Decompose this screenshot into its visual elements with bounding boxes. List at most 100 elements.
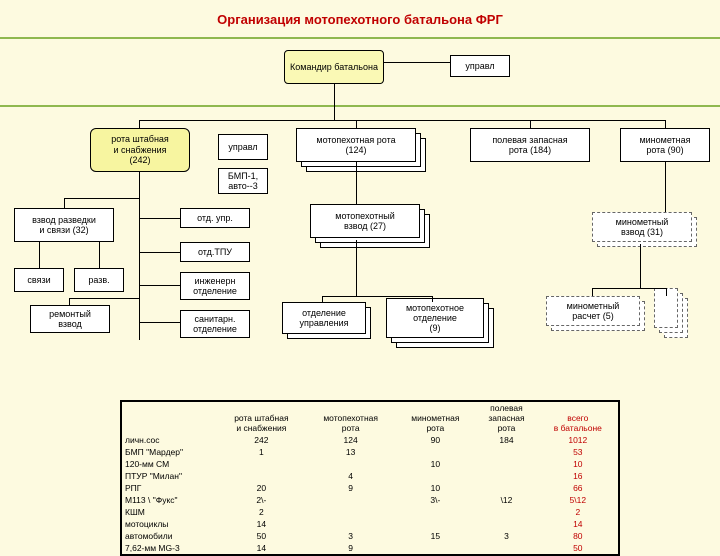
- table-cell: [475, 470, 537, 482]
- connector-27: [666, 288, 667, 296]
- table-cell: 2: [217, 506, 306, 518]
- table-row: 120-мм СМ1010: [121, 458, 619, 470]
- connector-7: [139, 172, 140, 340]
- table-cell: 2\-: [217, 494, 306, 506]
- table-cell: РПГ: [121, 482, 217, 494]
- table-cell: [306, 494, 395, 506]
- table-cell: [395, 470, 475, 482]
- connector-25: [592, 288, 666, 289]
- table-cell: 13: [306, 446, 395, 458]
- table-cell: [475, 506, 537, 518]
- connector-13: [64, 198, 65, 208]
- table-cell: 14: [217, 518, 306, 530]
- connector-20: [322, 296, 432, 297]
- connector-5: [665, 120, 666, 128]
- table-cell: БМП "Мардер": [121, 446, 217, 458]
- table-cell: 10: [395, 482, 475, 494]
- connector-0: [334, 84, 335, 120]
- table-cell: 1: [217, 446, 306, 458]
- table-cell: [395, 446, 475, 458]
- connector-11: [139, 322, 180, 323]
- node-mp_otd: мотопехотное отделение (9): [386, 298, 484, 338]
- table-cell: [475, 482, 537, 494]
- node-otd_contr: отделение управления: [282, 302, 366, 334]
- node-eng: инженерн отделение: [180, 272, 250, 300]
- table-cell: 4: [306, 470, 395, 482]
- table-cell: 242: [217, 434, 306, 446]
- table-cell: ПТУР "Милан": [121, 470, 217, 482]
- table-cell: [217, 458, 306, 470]
- table-cell: 50: [538, 542, 619, 555]
- table-row: КШМ22: [121, 506, 619, 518]
- table-cell: 14: [217, 542, 306, 555]
- table-cell: [306, 506, 395, 518]
- node-mortar_rota: минометная рота (90): [620, 128, 710, 162]
- table-cell: 90: [395, 434, 475, 446]
- table-cell: [306, 518, 395, 530]
- connector-10: [139, 285, 180, 286]
- node-san: санитарн. отделение: [180, 310, 250, 338]
- table-cell: [395, 518, 475, 530]
- table-cell: 50: [217, 530, 306, 542]
- divider-top: [0, 37, 720, 39]
- table-header: [121, 401, 217, 434]
- connector-16: [69, 298, 139, 299]
- table-row: ПТУР "Милан" 4 16: [121, 470, 619, 482]
- connector-14: [39, 242, 40, 268]
- table-row: мотоциклы1414: [121, 518, 619, 530]
- equipment-table: рота штабная и снабжениямотопехотная рот…: [120, 400, 620, 556]
- table-cell: [395, 506, 475, 518]
- table-row: личн.сос242124901841012: [121, 434, 619, 446]
- table-cell: \12: [475, 494, 537, 506]
- table-cell: КШМ: [121, 506, 217, 518]
- node-razv: разв.: [74, 268, 124, 292]
- table-cell: 2: [538, 506, 619, 518]
- table-cell: 53: [538, 446, 619, 458]
- table-header: рота штабная и снабжения: [217, 401, 306, 434]
- connector-23: [665, 162, 666, 212]
- node-otd_upr: отд. упр.: [180, 208, 250, 228]
- connector-18: [356, 162, 357, 204]
- table-cell: [395, 542, 475, 555]
- table-cell: автомобили: [121, 530, 217, 542]
- table-cell: 20: [217, 482, 306, 494]
- table-header: всего в батальоне: [538, 401, 619, 434]
- table-header: полевая запасная рота: [475, 401, 537, 434]
- table-row: 7,62-мм МG-314950: [121, 542, 619, 555]
- table-cell: [475, 518, 537, 530]
- node-svyazi: связи: [14, 268, 64, 292]
- node-mp_rota: мотопехотная рота (124): [296, 128, 416, 162]
- connector-6: [384, 62, 450, 63]
- node-rem: ремонтый взвод: [30, 305, 110, 333]
- table-cell: 16: [538, 470, 619, 482]
- node-mort_rasch: минометный расчет (5): [546, 296, 640, 326]
- node-upravl_top: управл: [450, 55, 510, 77]
- table-row: автомобили50315380: [121, 530, 619, 542]
- node-commander: Командир батальона: [284, 50, 384, 84]
- table-cell: [306, 458, 395, 470]
- connector-12: [64, 198, 139, 199]
- table-cell: 80: [538, 530, 619, 542]
- table-cell: [475, 542, 537, 555]
- node-otd_tpu: отд.ТПУ: [180, 242, 250, 262]
- table-cell: личн.сос: [121, 434, 217, 446]
- table-cell: 7,62-мм МG-3: [121, 542, 217, 555]
- table-cell: 3\-: [395, 494, 475, 506]
- page-title: Организация мотопехотного батальона ФРГ: [0, 12, 720, 27]
- node-recon: взвод разведки и связи (32): [14, 208, 114, 242]
- table-header: мотопехотная рота: [306, 401, 395, 434]
- table-cell: [475, 458, 537, 470]
- table-cell: 14: [538, 518, 619, 530]
- connector-26: [592, 288, 593, 296]
- node-bmp: БМП-1, авто--3: [218, 168, 268, 194]
- table-cell: 1012: [538, 434, 619, 446]
- table-row: БМП "Мардер"113 53: [121, 446, 619, 458]
- connector-24: [640, 244, 641, 288]
- table-cell: 3: [475, 530, 537, 542]
- connector-1: [139, 120, 665, 121]
- table-row: РПГ2091066: [121, 482, 619, 494]
- table-cell: 184: [475, 434, 537, 446]
- connector-19: [356, 240, 357, 296]
- table-row: М113 \ "Фукс"2\-3\-\125\12: [121, 494, 619, 506]
- table-cell: мотоциклы: [121, 518, 217, 530]
